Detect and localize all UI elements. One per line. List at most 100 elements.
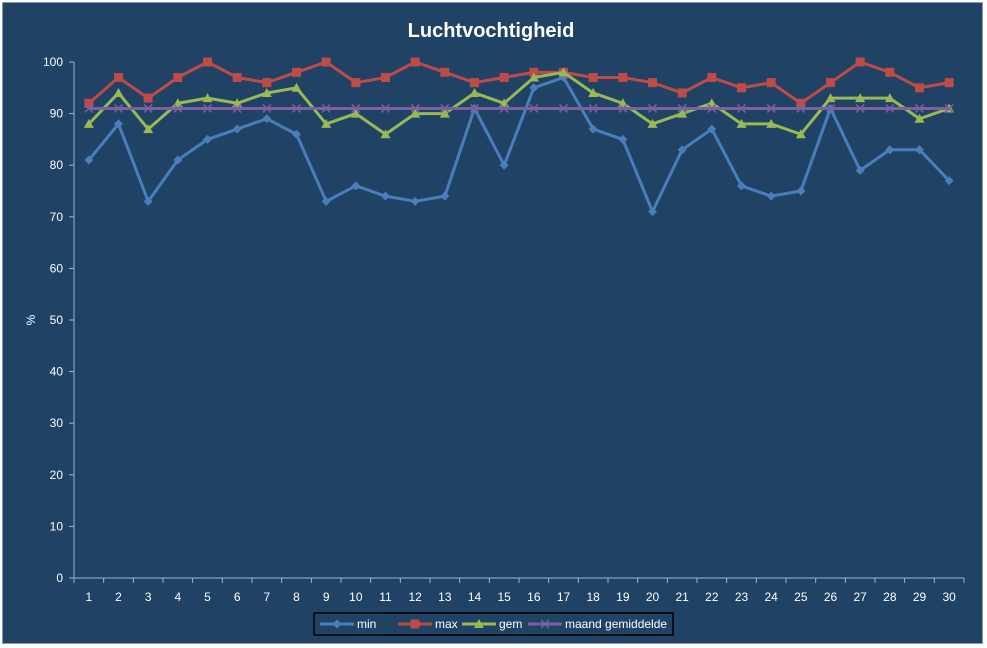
- data-point: [885, 103, 895, 113]
- data-point: [944, 176, 954, 186]
- data-point: [736, 118, 747, 128]
- x-marker-stroke: [143, 103, 153, 113]
- x-tick-label: 28: [883, 590, 897, 604]
- x-marker-stroke: [707, 103, 717, 113]
- data-point: [885, 145, 895, 155]
- data-point: [677, 88, 687, 98]
- x-tick-label: 4: [174, 590, 181, 604]
- data-point: [173, 72, 183, 82]
- data-point: [528, 72, 539, 82]
- data-point: [529, 67, 539, 77]
- x-tick-label: 24: [764, 590, 778, 604]
- y-tick-label: 60: [50, 261, 64, 275]
- series-gem: [83, 67, 955, 139]
- x-marker-stroke: [796, 103, 806, 113]
- y-tick-label: 100: [43, 55, 63, 69]
- x-tick-label: 6: [234, 590, 241, 604]
- y-tick-label: 10: [50, 519, 64, 533]
- y-tick-label: 80: [50, 158, 64, 172]
- data-point: [469, 103, 480, 113]
- data-point: [143, 93, 153, 103]
- data-point: [736, 103, 747, 113]
- data-point: [766, 191, 776, 201]
- data-point: [143, 124, 154, 134]
- data-point: [588, 103, 598, 113]
- data-point: [855, 165, 865, 175]
- x-marker-stroke: [232, 103, 242, 113]
- data-point: [262, 78, 272, 88]
- data-point: [84, 98, 94, 108]
- data-point: [588, 72, 598, 82]
- x-marker-stroke: [855, 103, 865, 113]
- x-tick-label: 18: [586, 590, 600, 604]
- legend-label: max: [435, 617, 458, 631]
- data-point: [262, 103, 272, 113]
- data-point: [292, 129, 301, 139]
- data-point: [202, 93, 213, 103]
- data-point: [647, 118, 658, 128]
- x-tick-label: 7: [263, 590, 270, 604]
- data-point: [173, 103, 183, 113]
- data-point: [855, 57, 865, 67]
- legend-item: maand gemiddelde: [528, 617, 667, 631]
- data-point: [855, 103, 865, 113]
- data-point: [677, 145, 687, 155]
- x-tick-label: 16: [527, 590, 541, 604]
- legend: min max gem maand gemiddelde: [313, 612, 674, 636]
- data-point: [944, 78, 954, 88]
- data-point: [618, 103, 628, 113]
- data-point: [677, 103, 687, 113]
- data-point: [350, 108, 361, 118]
- x-marker-stroke: [351, 103, 361, 113]
- data-point: [114, 72, 123, 82]
- y-tick-label: 20: [50, 468, 64, 482]
- data-point: [351, 78, 361, 88]
- data-point: [648, 78, 657, 88]
- series-line: [87, 70, 950, 136]
- data-point: [618, 72, 628, 82]
- data-point: [558, 103, 569, 113]
- series-layer: [83, 57, 955, 217]
- data-point: [203, 57, 212, 67]
- data-point: [440, 103, 450, 113]
- data-point: [439, 108, 450, 118]
- x-tick-label: 21: [675, 590, 689, 604]
- x-tick-label: 19: [616, 590, 630, 604]
- x-marker-stroke: [736, 103, 747, 113]
- data-point: [351, 103, 361, 113]
- data-point: [914, 113, 925, 123]
- data-point: [915, 145, 924, 155]
- data-point: [291, 103, 302, 113]
- data-point: [440, 191, 450, 201]
- data-point: [113, 103, 124, 113]
- data-point: [737, 181, 746, 191]
- data-point: [914, 103, 925, 113]
- x-tick-label: 1: [85, 590, 92, 604]
- x-tick-label: 5: [204, 590, 211, 604]
- x-marker-stroke: [113, 103, 124, 113]
- x-marker-stroke: [914, 103, 925, 113]
- data-point: [707, 124, 717, 134]
- x-marker-stroke: [558, 103, 569, 113]
- x-tick-label: 3: [145, 590, 152, 604]
- data-point: [291, 82, 302, 92]
- y-tick-label: 30: [50, 416, 64, 430]
- series-max: [84, 57, 954, 108]
- data-point: [826, 78, 835, 88]
- legend-label: maand gemiddelde: [565, 617, 667, 631]
- data-point: [677, 108, 688, 118]
- data-point: [380, 129, 391, 139]
- legend-swatch-marker: [410, 619, 420, 629]
- x-tick-label: 15: [497, 590, 511, 604]
- x-marker-stroke: [202, 103, 213, 113]
- data-point: [232, 124, 242, 134]
- legend-swatch-marker: [540, 619, 550, 629]
- data-point: [825, 93, 836, 103]
- data-point: [795, 129, 806, 139]
- data-point: [647, 103, 658, 113]
- x-tick-label: 12: [408, 590, 422, 604]
- legend-swatch-marker: [474, 619, 484, 628]
- x-tick-label: 11: [379, 590, 392, 604]
- data-point: [737, 83, 746, 93]
- x-marker-stroke: [618, 103, 628, 113]
